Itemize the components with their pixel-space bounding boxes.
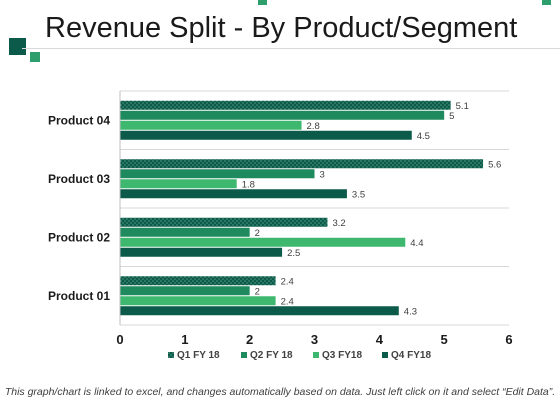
x-tick-label: 1 [181,332,188,347]
corner-accent-square [542,0,551,5]
bar [120,217,328,227]
data-label: 2.4 [281,296,294,307]
chart-legend[interactable]: Q1 FY 18 Q2 FY 18 Q3 FY18 Q4 FY18 [168,350,431,361]
decor-square-small [30,52,40,62]
data-label: 3.2 [332,218,345,229]
x-tick-label: 5 [441,332,448,347]
legend-item[interactable]: Q3 FY18 [313,350,362,361]
data-label: 2.4 [281,276,294,287]
bar [120,120,302,130]
chart-data-labels: 5.15 2.8 4.5 5.6 3 1.8 3.5 3.2 2 4.4 2.5 2.4 2 2.4 4.3 [242,101,502,318]
bar [120,296,276,306]
bar [120,100,451,110]
data-label: 5 [449,111,454,122]
x-tick-label: 0 [116,332,123,347]
x-tick-label: 6 [505,332,512,347]
bar [120,247,283,257]
bar [120,276,276,286]
title-divider [22,48,560,49]
legend-label: Q1 FY 18 [177,350,220,361]
x-tick-label: 4 [376,332,384,347]
data-label: 4.5 [417,131,430,142]
category-label: Product 01 [48,289,110,303]
footnote: This graph/chart is linked to excel, and… [4,386,556,398]
x-tick-label: 3 [311,332,318,347]
data-label: 5.1 [456,101,469,112]
legend-item[interactable]: Q4 FY18 [382,350,431,361]
data-label: 3 [320,169,325,180]
x-tick-label: 2 [246,332,253,347]
bar [120,237,406,247]
data-label: 4.4 [410,238,423,249]
decor-square-large [9,38,26,55]
data-label: 1.8 [242,179,255,190]
page-title: Revenue Split - By Product/Segment [45,12,518,44]
legend-swatch [313,352,319,358]
legend-label: Q3 FY18 [322,350,362,361]
bar [120,286,250,296]
category-label: Product 02 [48,230,110,244]
legend-item[interactable]: Q2 FY 18 [241,350,293,361]
legend-item[interactable]: Q1 FY 18 [168,350,220,361]
data-label: 2 [255,286,260,297]
chart-grid [120,90,509,326]
bar [120,169,315,179]
bar [120,306,399,316]
legend-label: Q2 FY 18 [250,350,293,361]
legend-label: Q4 FY18 [391,350,431,361]
bar [120,227,250,237]
data-label: 3.5 [352,189,365,200]
data-label: 2.5 [287,248,300,259]
bar [120,130,412,140]
data-label: 5.6 [488,159,501,170]
bar [120,110,445,120]
category-label: Product 04 [48,113,110,127]
data-label: 4.3 [404,306,417,317]
bar [120,179,237,189]
chart-axes: Product 04 Product 03 Product 02 Product 01… [48,91,513,347]
corner-accent-square [258,0,267,5]
legend-swatch [241,352,247,358]
data-label: 2.8 [307,121,320,132]
category-label: Product 03 [48,172,110,186]
legend-swatch [382,352,388,358]
data-label: 2 [255,228,260,239]
bar [120,159,484,169]
bar [120,189,347,199]
legend-swatch [168,352,174,358]
chart-bars [120,100,484,316]
